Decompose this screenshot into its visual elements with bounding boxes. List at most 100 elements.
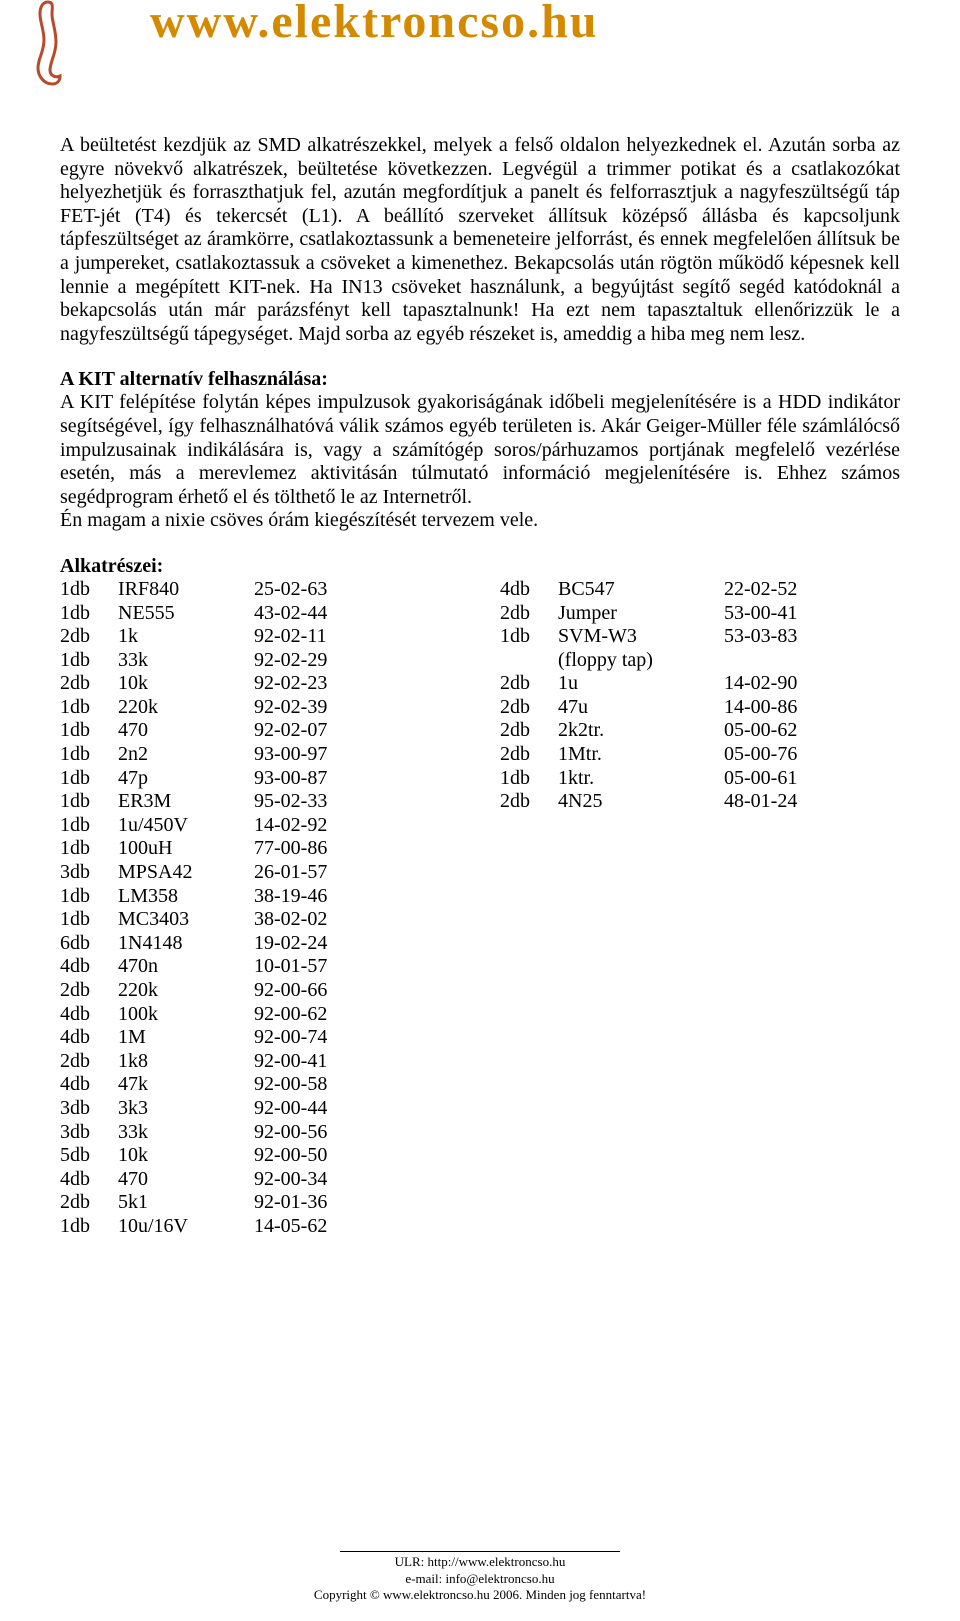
parts-name: 47u <box>558 696 704 720</box>
parts-name: 1N4148 <box>118 932 254 956</box>
parts-code: 92-02-23 <box>254 672 460 696</box>
parts-name: SVM-W3 <box>558 625 704 649</box>
parts-row: 1db1u/450V14-02-92 <box>60 814 460 838</box>
parts-qty: 2db <box>500 719 558 743</box>
parts-code: 92-00-66 <box>254 979 460 1003</box>
parts-code: 05-00-61 <box>704 767 900 791</box>
parts-name: 47p <box>118 767 254 791</box>
parts-qty: 1db <box>60 790 118 814</box>
parts-name: Jumper <box>558 602 704 626</box>
parts-qty: 4db <box>60 1168 118 1192</box>
parts-row: 2db220k92-00-66 <box>60 979 460 1003</box>
parts-name: 33k <box>118 1121 254 1145</box>
parts-code: 92-00-50 <box>254 1144 460 1168</box>
parts-qty: 1db <box>60 578 118 602</box>
parts-qty: 2db <box>500 602 558 626</box>
paragraph-2: A KIT felépítése folytán képes impulzuso… <box>60 391 900 533</box>
parts-row: 4db47092-00-34 <box>60 1168 460 1192</box>
parts-qty: 1db <box>60 602 118 626</box>
parts-qty: 4db <box>60 1073 118 1097</box>
parts-code: 48-01-24 <box>704 790 900 814</box>
parts-row: 3dbMPSA4226-01-57 <box>60 861 460 885</box>
parts-name: IRF840 <box>118 578 254 602</box>
parts-heading: Alkatrészei: <box>60 555 900 578</box>
parts-note: (floppy tap) <box>558 649 704 673</box>
parts-name: 470 <box>118 1168 254 1192</box>
parts-row: 1db220k92-02-39 <box>60 696 460 720</box>
parts-qty: 1db <box>60 908 118 932</box>
parts-name: 1k8 <box>118 1050 254 1074</box>
parts-name: LM358 <box>118 885 254 909</box>
parts-name: MPSA42 <box>118 861 254 885</box>
parts-row: 1db1ktr.05-00-61 <box>500 767 900 791</box>
parts-code: 92-00-34 <box>254 1168 460 1192</box>
parts-code: 92-02-29 <box>254 649 460 673</box>
parts-row: 2db47u14-00-86 <box>500 696 900 720</box>
parts-qty: 4db <box>500 578 558 602</box>
section-heading-alt-use: A KIT alternatív felhasználása: <box>60 368 900 391</box>
parts-row: 2dbJumper53-00-41 <box>500 602 900 626</box>
parts-qty: 2db <box>60 1050 118 1074</box>
parts-columns: 1dbIRF84025-02-631dbNE55543-02-442db1k92… <box>60 578 900 1239</box>
parts-code: 14-02-90 <box>704 672 900 696</box>
parts-row: 1db33k92-02-29 <box>60 649 460 673</box>
parts-qty: 2db <box>500 696 558 720</box>
parts-name: 33k <box>118 649 254 673</box>
footer-line-url: ULR: http://www.elektroncso.hu <box>340 1551 620 1570</box>
parts-row: 1dbER3M95-02-33 <box>60 790 460 814</box>
parts-row: 3db33k92-00-56 <box>60 1121 460 1145</box>
parts-row: 5db10k92-00-50 <box>60 1144 460 1168</box>
parts-row: 1dbSVM-W353-03-83 <box>500 625 900 649</box>
parts-name: 470n <box>118 955 254 979</box>
parts-row: 3db3k392-00-44 <box>60 1097 460 1121</box>
parts-qty: 1db <box>500 625 558 649</box>
parts-qty: 4db <box>60 1003 118 1027</box>
parts-code: 14-02-92 <box>254 814 460 838</box>
parts-code: 10-01-57 <box>254 955 460 979</box>
parts-note-row: (floppy tap) <box>500 649 900 673</box>
parts-code: 14-05-62 <box>254 1215 460 1239</box>
parts-row: 1dbNE55543-02-44 <box>60 602 460 626</box>
page: www.elektroncso.hu A beültetést kezdjük … <box>0 0 960 1621</box>
parts-qty: 3db <box>60 861 118 885</box>
parts-name: 10k <box>118 672 254 696</box>
parts-code: 53-00-41 <box>704 602 900 626</box>
parts-code: 93-00-87 <box>254 767 460 791</box>
footer-line-email: e-mail: info@elektroncso.hu <box>0 1571 960 1587</box>
parts-code: 92-00-44 <box>254 1097 460 1121</box>
footer-line-copy: Copyright © www.elektroncso.hu 2006. Min… <box>0 1587 960 1603</box>
parts-row: 1db2n293-00-97 <box>60 743 460 767</box>
parts-qty: 1db <box>60 767 118 791</box>
parts-code: 43-02-44 <box>254 602 460 626</box>
parts-column-right: 4dbBC54722-02-522dbJumper53-00-411dbSVM-… <box>500 578 900 1239</box>
parts-row: 2db1u14-02-90 <box>500 672 900 696</box>
parts-row: 4dbBC54722-02-52 <box>500 578 900 602</box>
parts-column-left: 1dbIRF84025-02-631dbNE55543-02-442db1k92… <box>60 578 460 1239</box>
parts-code: 92-00-62 <box>254 1003 460 1027</box>
parts-row: 4db470n10-01-57 <box>60 955 460 979</box>
parts-qty: 1db <box>60 814 118 838</box>
parts-row: 1db10u/16V14-05-62 <box>60 1215 460 1239</box>
parts-code: 53-03-83 <box>704 625 900 649</box>
parts-code: 92-00-56 <box>254 1121 460 1145</box>
parts-row: 1db47092-02-07 <box>60 719 460 743</box>
page-footer: ULR: http://www.elektroncso.hu e-mail: i… <box>0 1551 960 1603</box>
parts-name: 1u/450V <box>118 814 254 838</box>
parts-qty: 3db <box>60 1097 118 1121</box>
parts-code: 19-02-24 <box>254 932 460 956</box>
parts-code: 95-02-33 <box>254 790 460 814</box>
parts-row: 1dbMC340338-02-02 <box>60 908 460 932</box>
parts-code: 38-19-46 <box>254 885 460 909</box>
tube-logo-icon <box>30 0 82 86</box>
parts-name: 1M <box>118 1026 254 1050</box>
parts-name: 3k3 <box>118 1097 254 1121</box>
parts-code: 26-01-57 <box>254 861 460 885</box>
parts-name: 1ktr. <box>558 767 704 791</box>
parts-name: 1Mtr. <box>558 743 704 767</box>
parts-name: 100uH <box>118 837 254 861</box>
parts-name: NE555 <box>118 602 254 626</box>
parts-row: 1db100uH77-00-86 <box>60 837 460 861</box>
parts-name: 220k <box>118 979 254 1003</box>
parts-qty: 1db <box>60 837 118 861</box>
parts-row: 1dbIRF84025-02-63 <box>60 578 460 602</box>
